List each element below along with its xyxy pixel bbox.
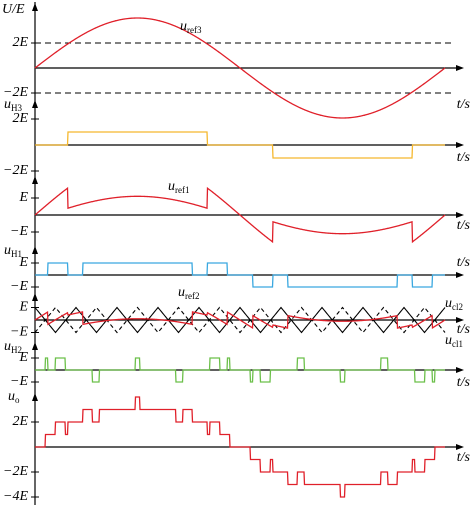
arrow-head: [456, 212, 464, 218]
tick-label: −2E: [3, 85, 28, 100]
y-axis-label: uH2: [4, 339, 22, 355]
x-axis-label: t/s: [457, 255, 471, 270]
tick-label: −E: [10, 325, 28, 340]
arrow-head: [456, 142, 464, 148]
x-axis-label: t/s: [457, 218, 471, 233]
label-symbol: u: [445, 333, 452, 348]
tick-label: E: [18, 255, 28, 270]
arrow-head: [32, 176, 38, 184]
tick-label: −E: [10, 374, 28, 389]
tick-label: 2E: [12, 111, 28, 126]
label-subscript: ref3: [187, 25, 202, 35]
carrier-label: ucl1: [445, 333, 463, 349]
tick-label: 2E: [12, 35, 28, 50]
label-subscript: cl2: [452, 302, 463, 312]
series-label: uref1: [168, 179, 190, 195]
x-axis-label: t/s: [457, 97, 471, 112]
carrier-solid: [34, 306, 446, 334]
output-wave: [35, 396, 445, 498]
tick-label: −2E: [3, 464, 28, 479]
series-label: uref2: [178, 285, 200, 301]
tick-label: −2E: [3, 163, 28, 178]
arrow-head: [32, 342, 38, 350]
label-subscript: o: [15, 395, 20, 405]
arrow-head: [32, 100, 38, 108]
arrow-head: [456, 317, 464, 323]
h2-wave: [35, 357, 445, 383]
tick-label: 2E: [12, 414, 28, 429]
arrow-head: [456, 272, 464, 278]
label-subscript: ref2: [185, 291, 200, 301]
ref2-wave: [34, 311, 446, 329]
label-symbol: u: [4, 243, 11, 258]
h3-wave: [35, 131, 445, 159]
label-symbol: u: [445, 296, 452, 311]
arrow-head: [32, 393, 38, 401]
y-axis-label: U/E: [2, 2, 25, 17]
label-subscript: H1: [11, 249, 22, 259]
label-symbol: u: [4, 97, 11, 112]
label-subscript: H2: [11, 345, 22, 355]
label-subscript: H3: [11, 103, 22, 113]
h1-wave: [35, 262, 445, 288]
label-subscript: ref1: [175, 185, 190, 195]
arrow-head: [456, 444, 464, 450]
series-label: uref3: [180, 19, 202, 35]
tick-label: E: [18, 350, 28, 365]
x-axis-label: t/s: [457, 375, 471, 390]
carrier-dashed: [34, 306, 446, 334]
arrow-head: [32, 246, 38, 254]
label-symbol: u: [168, 179, 175, 194]
tick-label: E: [18, 300, 28, 315]
tick-label: −E: [10, 279, 28, 294]
x-axis-label: t/s: [457, 322, 471, 337]
arrow-head: [32, 3, 38, 11]
y-axis-label: uo: [8, 389, 20, 405]
x-axis-label: t/s: [457, 150, 471, 165]
carrier-label: ucl2: [445, 296, 463, 312]
arrow-head: [456, 367, 464, 373]
tick-label: E: [18, 190, 28, 205]
label-symbol: u: [4, 339, 11, 354]
label-subscript: cl1: [452, 339, 463, 349]
ref3-wave: [34, 17, 446, 119]
x-axis-label: t/s: [457, 450, 471, 465]
arrow-head: [456, 65, 464, 71]
label-symbol: u: [178, 285, 185, 300]
label-symbol: u: [180, 19, 187, 34]
arrow-head: [32, 293, 38, 301]
tick-label: −E: [10, 224, 28, 239]
label-symbol: u: [8, 389, 15, 404]
ref1-wave: [34, 186, 446, 244]
tick-label: −4E: [3, 489, 28, 504]
y-axis-label: uH3: [4, 97, 22, 113]
y-axis-label: uH1: [4, 243, 22, 259]
